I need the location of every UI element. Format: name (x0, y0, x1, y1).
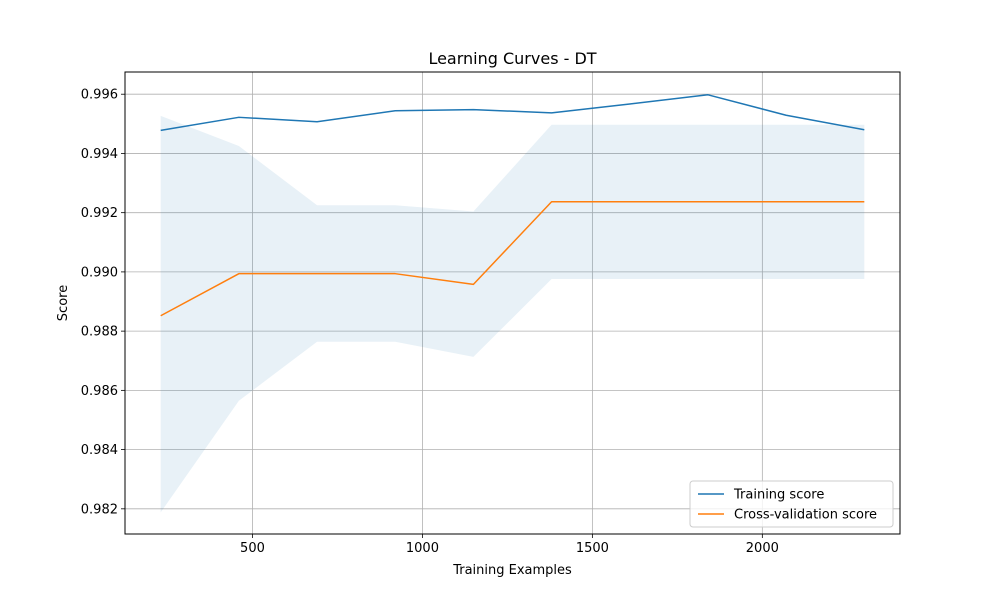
y-axis-label: Score (56, 285, 71, 321)
x-axis-ticks: 500 1000 1500 2000 (240, 534, 779, 556)
legend: Training score Cross-validation score (689, 480, 894, 528)
y-tick-label: 0.990 (81, 265, 118, 280)
y-tick-label: 0.982 (81, 502, 118, 517)
legend-label-training: Training score (733, 488, 824, 503)
y-tick-label: 0.992 (81, 206, 118, 221)
cross-validation-score-line (160, 200, 865, 317)
y-tick-label: 0.994 (81, 147, 118, 162)
grid (125, 72, 900, 534)
y-tick-label: 0.986 (81, 384, 118, 399)
x-tick-label: 1500 (576, 541, 609, 556)
y-tick-label: 0.996 (81, 88, 118, 103)
x-tick-label: 2000 (746, 541, 779, 556)
x-axis-label: Training Examples (452, 563, 572, 578)
legend-label-cross-validation: Cross-validation score (734, 508, 877, 523)
plot-frame (124, 71, 901, 535)
cv-std-band (160, 115, 865, 513)
x-tick-label: 500 (240, 541, 265, 556)
legend-box (689, 480, 894, 528)
y-axis-ticks: 0.982 0.984 0.986 0.988 0.990 0.992 0.994 0.996 (81, 88, 125, 517)
chart-title: Learning Curves - DT (428, 49, 596, 68)
y-tick-label: 0.988 (81, 325, 118, 340)
series-lines (160, 94, 865, 317)
training-score-line (160, 94, 865, 132)
y-tick-label: 0.984 (81, 443, 118, 458)
x-tick-label: 1000 (406, 541, 439, 556)
cv-std-band-layer (160, 115, 865, 513)
